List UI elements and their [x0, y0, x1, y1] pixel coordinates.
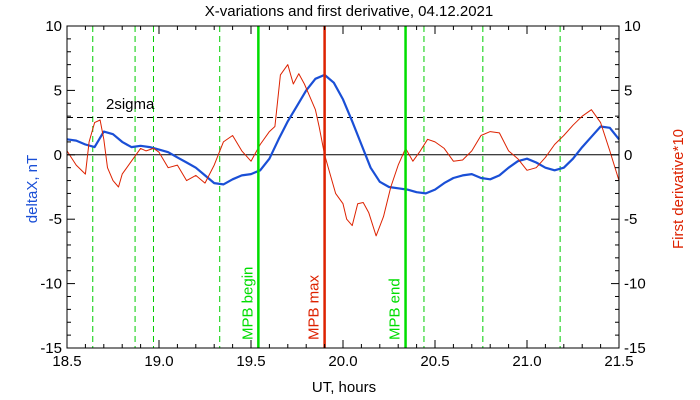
- y-tick-label-left-4: -10: [40, 276, 62, 293]
- marker-label-1: MPB max: [306, 274, 323, 340]
- x-tick-label-0: 18.5: [52, 353, 81, 370]
- x-tick-label-3: 20.0: [328, 353, 357, 370]
- x-tick-label-5: 21.0: [512, 353, 541, 370]
- series-derivative-line: [66, 64, 620, 237]
- x-axis-label: UT, hours: [312, 379, 376, 396]
- y-tick-label-right-4: -10: [624, 276, 646, 293]
- y-tick-label-right-1: 5: [624, 82, 632, 99]
- y-tick-label-left-5: -15: [40, 340, 62, 357]
- y-tick-label-right-5: -15: [624, 340, 646, 357]
- marker-label-0: MPB begin: [239, 267, 256, 340]
- marker-label-2: MPB end: [387, 278, 404, 340]
- x-tick-label-4: 20.5: [420, 353, 449, 370]
- y-tick-label-left-3: -5: [49, 211, 62, 228]
- series-deltax-line: [66, 73, 620, 195]
- marker-layer: MPB begin MPB max MPB end: [239, 26, 407, 348]
- y-tick-label-right-3: -5: [624, 211, 637, 228]
- y-axis-label-right: First derivative*10: [670, 129, 687, 249]
- x-tick-label-6: 21.5: [604, 353, 633, 370]
- tick-layer: 18.5 19.0 19.5 20.0 20.5 21.0 21.5 10 10 5 5 0 0 -5 -5…: [40, 18, 645, 370]
- y-tick-label-left-0: 10: [45, 18, 62, 35]
- y-tick-label-left-2: 0: [54, 147, 62, 164]
- plot-frame: [66, 25, 620, 349]
- x-tick-label-2: 19.5: [236, 353, 265, 370]
- y-axis-label-left: deltaX, nT: [24, 155, 41, 223]
- y-tick-label-right-0: 10: [624, 18, 641, 35]
- chart-title: X-variations and first derivative, 04.12…: [205, 3, 494, 20]
- threshold-label: 2sigma: [106, 96, 155, 113]
- y-tick-label-right-2: 0: [624, 147, 632, 164]
- guide-lines: [92, 26, 561, 348]
- series-layer: [66, 64, 620, 237]
- x-tick-label-1: 19.0: [144, 353, 173, 370]
- y-tick-label-left-1: 5: [54, 82, 62, 99]
